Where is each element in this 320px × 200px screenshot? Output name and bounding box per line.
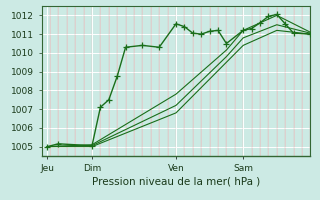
X-axis label: Pression niveau de la mer( hPa ): Pression niveau de la mer( hPa ) bbox=[92, 177, 260, 187]
